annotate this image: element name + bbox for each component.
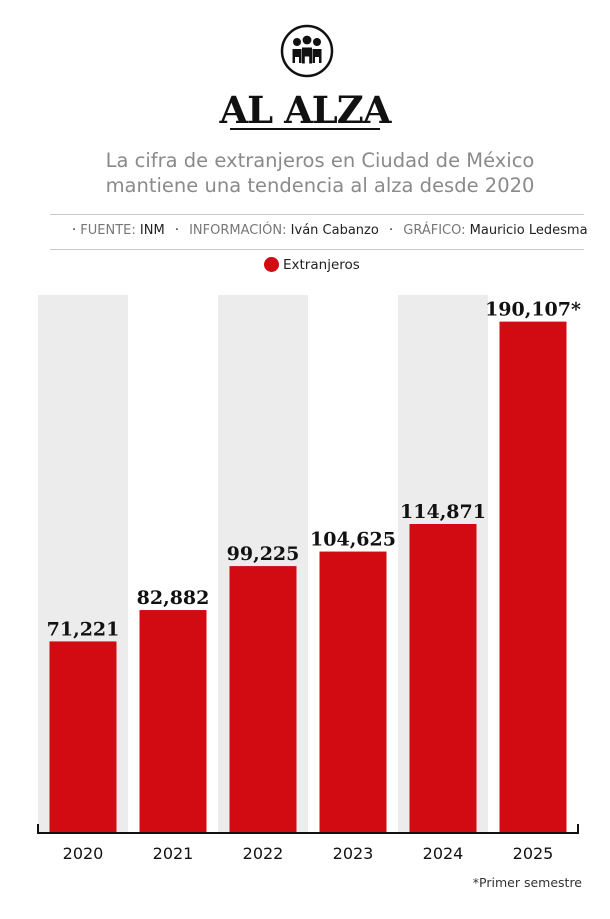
bullet: · xyxy=(174,223,179,238)
bar-2023 xyxy=(319,551,387,833)
bar-2024 xyxy=(409,523,477,833)
chart-title: AL ALZA xyxy=(219,88,391,132)
graphic-label: GRÁFICO: xyxy=(403,223,466,238)
credits-bottom-rule xyxy=(50,249,584,250)
legend: Extranjeros xyxy=(264,257,360,273)
title-underline xyxy=(230,128,380,130)
subtitle-line-1: La cifra de extranjeros en Ciudad de Méx… xyxy=(105,149,535,172)
data-label-2023: 104,625 xyxy=(310,529,396,551)
category-label-2020: 2020 xyxy=(63,844,104,863)
bullet: · xyxy=(72,223,77,238)
bar-2021 xyxy=(139,610,207,833)
legend-swatch xyxy=(264,257,279,272)
category-label-2022: 2022 xyxy=(243,844,284,863)
footnote: *Primer semestre xyxy=(472,875,582,890)
chart-subtitle: La cifra de extranjeros en Ciudad de Méx… xyxy=(40,148,600,198)
data-label-2022: 99,225 xyxy=(227,543,300,565)
people-group-icon xyxy=(280,24,334,78)
info-label: INFORMACIÓN: xyxy=(189,223,287,238)
category-label-2023: 2023 xyxy=(333,844,374,863)
info-value: Iván Cabanzo xyxy=(290,223,379,238)
source-value: INM xyxy=(139,223,165,238)
data-label-2020: 71,221 xyxy=(47,618,120,640)
bullet: · xyxy=(388,223,394,238)
credits-top-rule xyxy=(50,214,584,215)
data-label-2021: 82,882 xyxy=(137,587,210,609)
category-label-2024: 2024 xyxy=(423,844,464,863)
data-label-2025: 190,107* xyxy=(485,299,581,321)
subtitle-line-2: mantiene una tendencia al alza desde 202… xyxy=(105,174,535,197)
credits-line: · FUENTE: INM · INFORMACIÓN: Iván Cabanz… xyxy=(72,223,588,238)
graphic-value: Mauricio Ledesma xyxy=(469,223,588,238)
bar-2025 xyxy=(499,321,567,833)
data-label-2024: 114,871 xyxy=(400,501,486,523)
bar-2020 xyxy=(49,641,117,833)
bar-2022 xyxy=(229,566,297,833)
category-label-2021: 2021 xyxy=(153,844,194,863)
category-label-2025: 2025 xyxy=(513,844,554,863)
legend-label: Extranjeros xyxy=(283,257,360,273)
source-label: FUENTE: xyxy=(80,223,136,238)
